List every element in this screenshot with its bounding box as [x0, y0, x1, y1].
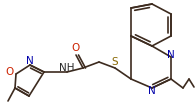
Text: O: O — [72, 43, 80, 53]
Text: NH: NH — [59, 63, 75, 73]
Text: N: N — [26, 56, 34, 66]
Text: N: N — [167, 50, 175, 60]
Text: N: N — [148, 86, 156, 96]
Text: O: O — [6, 67, 14, 77]
Text: S: S — [112, 57, 118, 67]
